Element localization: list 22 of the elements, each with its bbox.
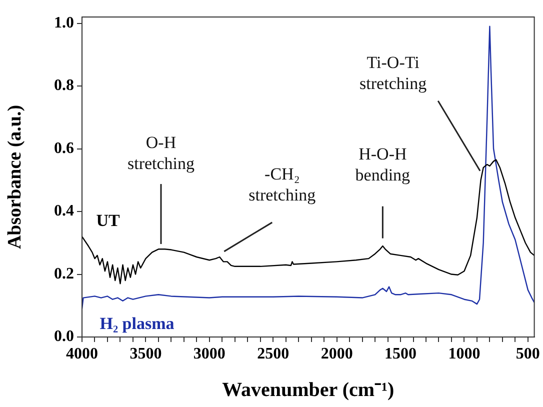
x-tick-label: 4000 [66, 346, 98, 363]
x-tick-label: 1500 [384, 346, 417, 363]
x-tick-label: 1000 [448, 346, 480, 363]
x-tick-label: 500 [516, 346, 540, 363]
y-tick-label: 0.8 [54, 77, 74, 94]
y-tick-label: 0.0 [54, 328, 74, 346]
y-tick-label: 0.6 [54, 140, 74, 157]
y-tick-label: 1.0 [54, 14, 74, 32]
annotation: O-H stretching [127, 132, 196, 173]
series-label: H₂ plasma [100, 314, 175, 334]
y-tick-label: 0.4 [54, 202, 74, 220]
y-axis-title: Absorbance (a.u.) [4, 104, 26, 250]
series-label: UT [96, 211, 120, 230]
x-tick-label: 2000 [320, 346, 353, 363]
y-tick-label: 0.2 [54, 265, 74, 282]
x-axis-title: Wavenumber (cm⁻¹) [222, 379, 394, 402]
x-tick-label: 2500 [257, 346, 290, 363]
annotation: -CH₂ stretching [248, 164, 316, 204]
x-tick-label: 3500 [130, 346, 162, 363]
annotation: H-O-H bending [355, 144, 411, 184]
annotation: Ti-O-Ti stretching [360, 52, 428, 93]
x-tick-label: 3000 [193, 346, 226, 363]
